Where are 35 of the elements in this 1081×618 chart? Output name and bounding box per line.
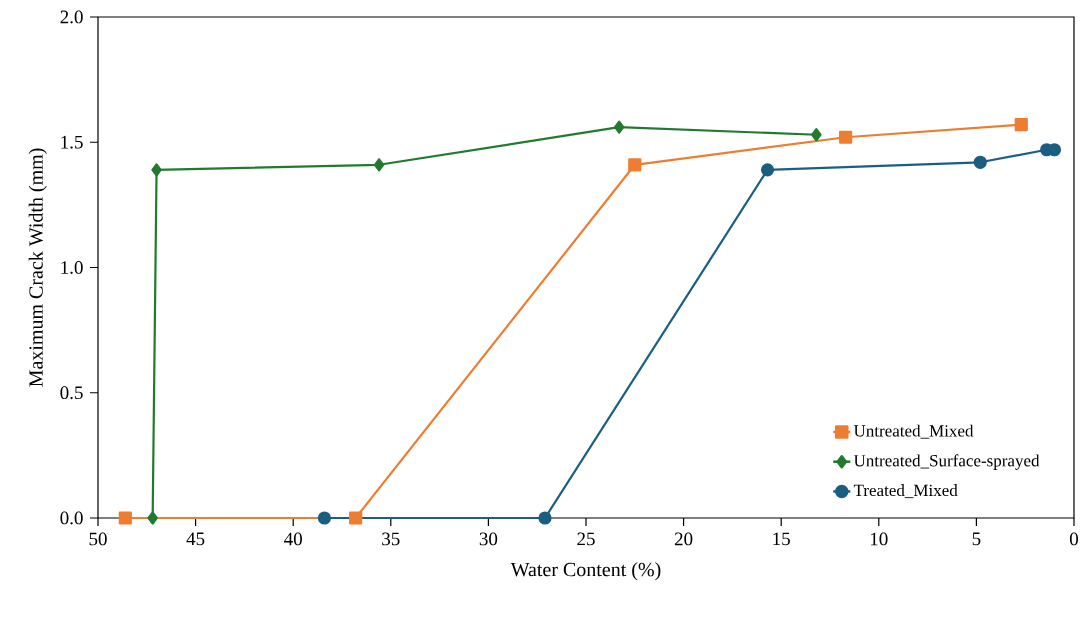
point (151, 163, 162, 177)
x-tick-label: 15 (773, 532, 790, 546)
point (317, 511, 332, 525)
x-tick-label: 40 (284, 532, 302, 546)
point (628, 158, 642, 172)
y-tick-label: 0.0 (60, 511, 83, 525)
point (538, 511, 552, 525)
x-tick-label: 45 (186, 532, 205, 546)
point (1014, 118, 1028, 132)
x-axis-title: Water Content (%) (510, 562, 661, 581)
point (973, 155, 987, 169)
point (147, 511, 158, 525)
point (349, 511, 363, 525)
legend-label: Untreated_Surface-sprayed (853, 454, 1040, 470)
point (760, 163, 775, 177)
x-tick-label: 20 (674, 532, 693, 546)
point (613, 120, 625, 134)
x-tick-label: 35 (382, 532, 400, 546)
x-tick-label: 50 (89, 532, 107, 546)
legend-label: Untreated_Mixed (853, 424, 974, 439)
x-tick-label: 25 (577, 532, 595, 546)
legend-label: Treated_Mixed (853, 484, 958, 499)
y-axis-title: Maximum Crack Width (mm) (28, 148, 47, 387)
y-tick-label: 1.0 (61, 261, 83, 274)
x-tick-label: 10 (870, 532, 888, 546)
x-tick-label: 30 (479, 532, 498, 546)
y-tick-label: 1.5 (61, 135, 83, 149)
point (811, 128, 822, 142)
point (373, 158, 385, 172)
point (118, 511, 132, 525)
y-tick-label: 2.0 (60, 10, 83, 24)
point (839, 130, 853, 144)
y-tick-label: 0.5 (60, 386, 83, 400)
x-tick-label: 5 (972, 532, 981, 546)
x-tick-label: 0 (1069, 532, 1078, 546)
